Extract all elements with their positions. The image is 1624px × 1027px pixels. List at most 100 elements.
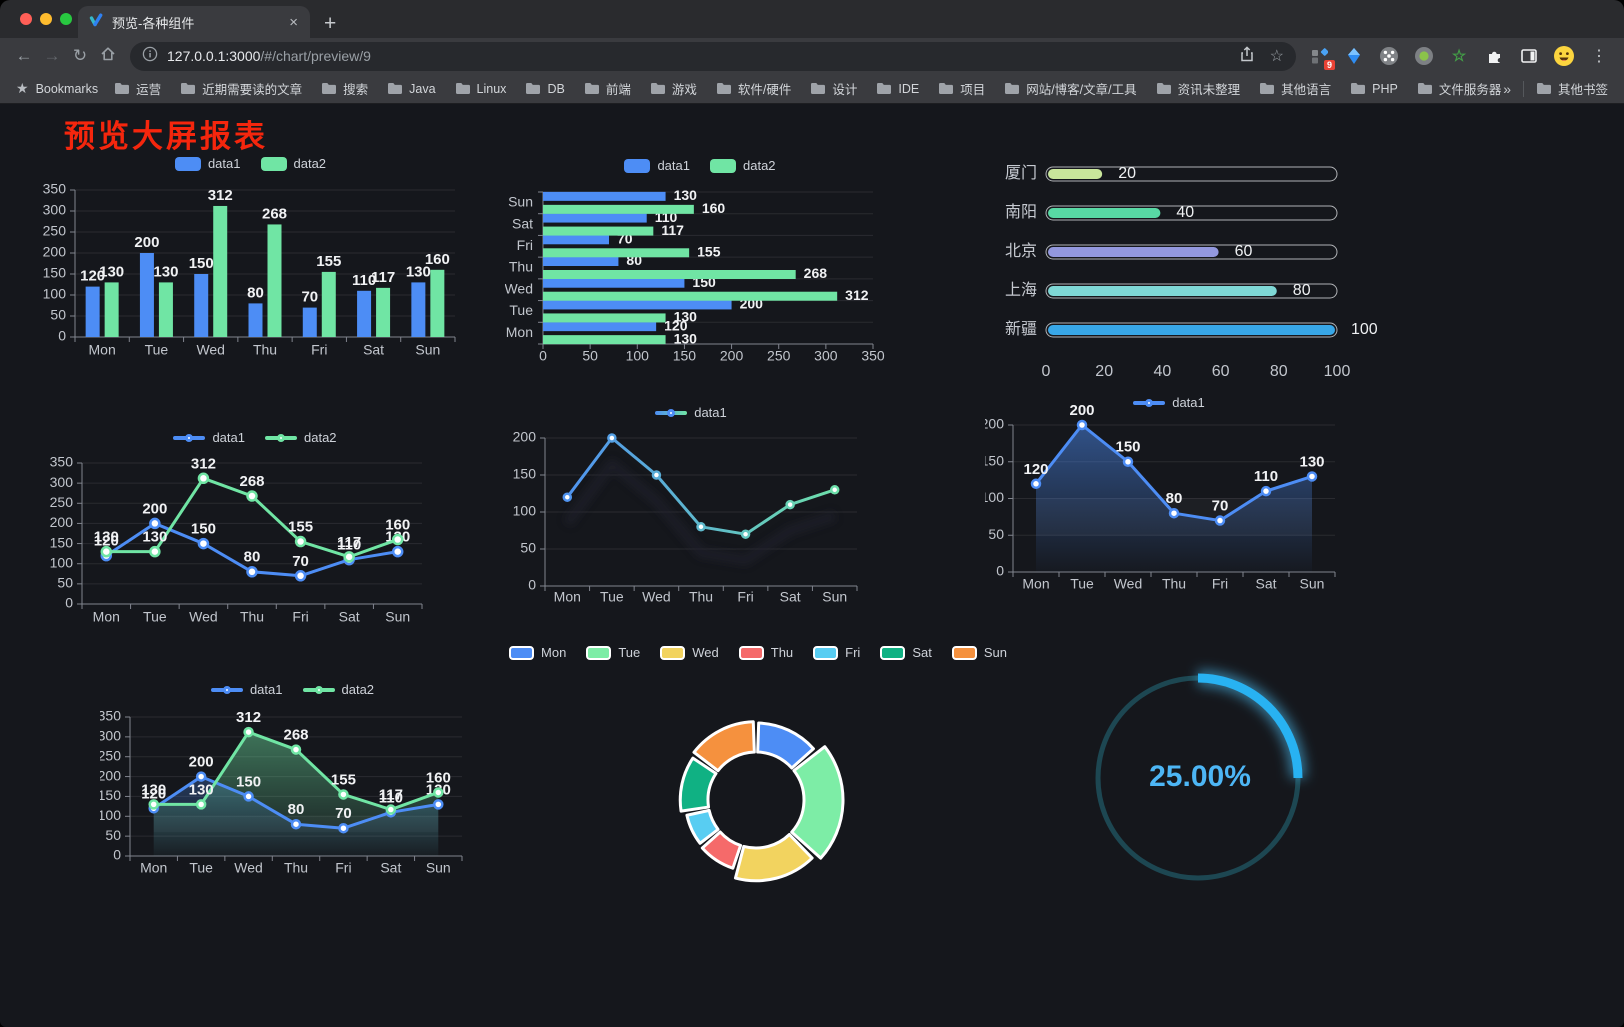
pie-slice-Thu[interactable] [700,830,743,870]
pie-slice-Mon[interactable] [756,721,815,770]
svg-text:70: 70 [301,289,318,306]
legend-item-Sun[interactable]: Sun [951,645,1007,660]
bookmark-folder-资讯未整理[interactable]: 资讯未整理 [1156,79,1240,98]
bookmark-folder-文件服务器[interactable]: 文件服务器 [1417,79,1501,98]
bookmarks-separator [1522,80,1524,97]
series-data1[interactable] [562,433,840,566]
bookmark-folder-IDE[interactable]: IDE [876,82,919,96]
svg-text:130: 130 [1299,453,1324,470]
bookmark-folder-Java[interactable]: Java [387,82,436,96]
svg-text:155: 155 [331,771,356,788]
legend-item-Fri[interactable]: Fri [813,645,860,660]
legend-item-data1[interactable]: data1 [624,158,690,173]
bookmark-folder-其他语言[interactable]: 其他语言 [1259,79,1331,98]
bookmark-label: 游戏 [671,83,697,97]
extension-star-icon[interactable]: ☆ [1451,48,1467,65]
legend-item-data1[interactable]: data1 [1133,395,1205,410]
svg-text:0: 0 [1042,363,1051,380]
bookmark-folder-项目[interactable]: 项目 [938,79,985,98]
address-bar[interactable]: 127.0.0.1:3000/#/chart/preview/9 ☆ [130,41,1296,71]
svg-text:100: 100 [50,554,74,570]
browser-menu-icon[interactable]: ⋮ [1591,48,1607,65]
close-window-button[interactable] [20,13,32,25]
share-icon[interactable] [1238,45,1256,68]
legend-item-data2[interactable]: data2 [265,430,337,445]
extension-puzzle-icon[interactable] [1483,45,1505,67]
series-data2[interactable]: 130 130 312 268 155 117 160 [99,187,450,337]
bookmark-folder-网站/博客/文章/工具[interactable]: 网站/博客/文章/工具 [1004,79,1137,98]
forward-icon[interactable]: → [43,46,61,65]
legend-item-Wed[interactable]: Wed [660,645,719,660]
svg-text:Fri: Fri [292,609,308,625]
series-data2[interactable]: 130 130 312 268 155 117 160 [141,709,451,815]
site-info-icon[interactable] [142,46,158,67]
series-data2[interactable]: 130 130 312 268 155 117 160 [94,455,410,563]
legend-marker [1133,398,1166,407]
titlebar: 预览-各种组件 × + [0,0,1624,38]
legend-item-data2[interactable]: data2 [302,682,374,697]
bookmarks-overflow-chevron[interactable]: » [1503,80,1511,97]
pie-slice-Sun[interactable] [692,720,756,773]
bookmarks-label[interactable]: Bookmarks [35,81,99,96]
zoom-window-button[interactable] [60,13,72,25]
new-tab-button[interactable]: + [324,12,337,35]
extension-kite-icon[interactable] [1343,45,1365,67]
bookmark-folder-Linux[interactable]: Linux [455,82,506,96]
svg-text:110: 110 [337,537,361,554]
bookmark-folder-近期需要读的文章[interactable]: 近期需要读的文章 [180,79,302,98]
extension-record-icon[interactable] [1413,45,1435,67]
svg-text:Fri: Fri [737,589,753,605]
svg-text:50: 50 [520,540,536,556]
pie-slice-Fri[interactable] [685,808,720,845]
sidebar-toggle-icon[interactable] [1518,45,1540,67]
svg-text:268: 268 [804,265,828,281]
chart-canvas: 厦门 20 南阳 40 北京 60 上海 80 新疆 100 0 20 40 60 80 100 [1005,164,1378,380]
bookmark-folder-DB[interactable]: DB [525,82,565,96]
back-icon[interactable]: ← [15,46,33,65]
profile-avatar[interactable] [1553,45,1575,67]
legend-item-Tue[interactable]: Tue [586,645,640,660]
bookmark-folder-搜索[interactable]: 搜索 [321,79,368,98]
bookmark-folder-游戏[interactable]: 游戏 [650,79,697,98]
pie-slice-Sat[interactable] [678,756,718,813]
minimize-window-button[interactable] [40,13,52,25]
legend-item-data1[interactable]: data1 [173,430,245,445]
legend-item-data1[interactable]: data1 [655,405,727,420]
tab-close-icon[interactable]: × [289,13,298,31]
bookmark-folder-前端[interactable]: 前端 [584,79,631,98]
svg-text:Sun: Sun [426,860,451,876]
svg-text:50: 50 [988,526,1004,542]
legend-item-Mon[interactable]: Mon [509,645,566,660]
svg-text:250: 250 [100,747,121,763]
svg-text:250: 250 [767,348,791,364]
bookmark-folder-设计[interactable]: 设计 [810,79,857,98]
legend-item-Sat[interactable]: Sat [880,645,932,660]
bookmark-folder-运营[interactable]: 运营 [114,79,161,98]
pie-slice-Wed[interactable] [733,833,814,883]
legend-marker [951,645,977,660]
legend-item-data1[interactable]: data1 [174,156,241,171]
browser-tab[interactable]: 预览-各种组件 × [78,6,310,38]
other-bookmarks[interactable]: 其他书签 [1536,79,1608,98]
pie-slice-Tue[interactable] [790,745,845,860]
svg-text:Tue: Tue [189,860,213,876]
capsule-rows[interactable]: 厦门 20 南阳 40 北京 60 上海 80 新疆 100 [1005,164,1378,338]
legend-item-data2[interactable]: data2 [710,158,776,173]
svg-text:Sun: Sun [415,342,440,358]
home-icon[interactable] [94,45,122,68]
bookmark-star-icon[interactable]: ☆ [1269,48,1284,65]
series-data2[interactable]: 130 130 312 268 155 117 160 [543,200,869,346]
extension-circle-command-icon[interactable] [1378,45,1400,67]
legend-item-data1[interactable]: data1 [210,682,283,697]
reload-icon[interactable]: ↻ [72,46,88,65]
legend-item-Thu[interactable]: Thu [738,645,793,660]
bookmark-folder-PHP[interactable]: PHP [1350,82,1398,96]
bookmark-folder-软件/硬件[interactable]: 软件/硬件 [716,79,791,98]
extension-grid-icon[interactable]: 9 [1308,45,1335,70]
legend-item-data2[interactable]: data2 [260,156,326,171]
